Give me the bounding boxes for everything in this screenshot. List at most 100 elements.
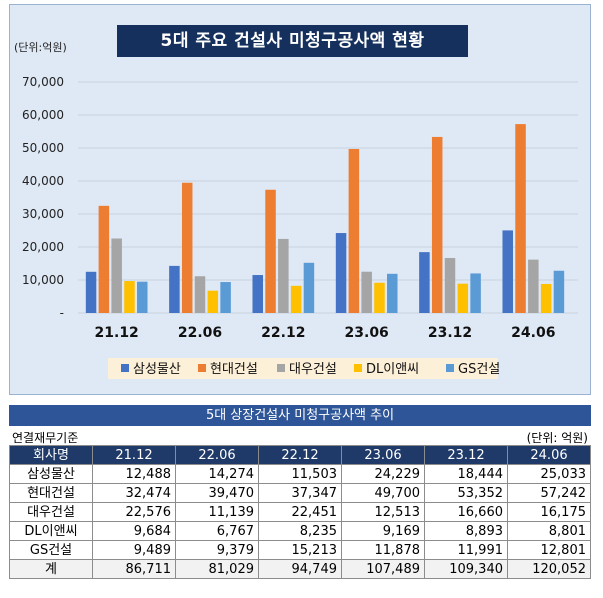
table-cell: 9,379: [175, 540, 259, 560]
table-cell: 14,274: [175, 464, 259, 484]
y-tick-label: -: [60, 306, 64, 320]
table-unit: (단위: 억원): [526, 431, 588, 445]
y-tick-label: 30,000: [22, 207, 64, 221]
table-cell: 86,711: [92, 559, 176, 579]
bar: [303, 262, 315, 313]
company-name: 현대건설: [9, 483, 93, 503]
bar: [528, 259, 539, 313]
legend-label: 대우건설: [289, 362, 337, 377]
table-cell: 8,801: [507, 521, 591, 541]
bar: [374, 282, 385, 313]
table-cell: 11,503: [258, 464, 342, 484]
legend-swatch: [121, 364, 129, 372]
bar: [220, 282, 231, 313]
table-row: 현대건설 32,474 39,470 37,347 49,700 53,352 …: [9, 483, 591, 503]
table-cell: 9,169: [341, 521, 425, 541]
x-tick-label: 23.06: [345, 325, 389, 341]
bar: [470, 273, 481, 313]
table-cell: 18,444: [424, 464, 508, 484]
table-cell: 49,700: [341, 483, 425, 503]
table-cell: 6,767: [175, 521, 259, 541]
header-period: 22.12: [258, 445, 342, 465]
table-cell: 39,470: [175, 483, 259, 503]
bar: [98, 205, 110, 313]
table-cell: 107,489: [341, 559, 425, 579]
company-name: GS건설: [9, 540, 93, 560]
bar: [137, 281, 148, 313]
table-cell: 120,052: [507, 559, 591, 579]
bar: [553, 270, 565, 313]
legend-swatch: [354, 364, 362, 372]
legend-swatch: [277, 364, 285, 372]
header-period: 23.06: [341, 445, 425, 465]
bar: [278, 238, 289, 313]
bar: [265, 189, 276, 313]
company-name: 삼성물산: [9, 464, 93, 484]
bar: [290, 285, 302, 313]
table-cell: 8,893: [424, 521, 508, 541]
table-cell: 8,235: [258, 521, 342, 541]
x-tick-label: 21.12: [95, 325, 139, 341]
bar: [515, 124, 526, 313]
header-period: 24.06: [507, 445, 591, 465]
table-basis: 연결재무기준: [12, 431, 79, 445]
bar: [194, 276, 206, 313]
y-tick-label: 50,000: [22, 141, 64, 155]
table-cell: 15,213: [258, 540, 342, 560]
legend-label: 삼성물산: [133, 362, 181, 377]
table-total-row: 계 86,711 81,029 94,749 107,489 109,340 1…: [9, 559, 591, 579]
bar: [361, 271, 372, 313]
y-tick-label: 60,000: [22, 108, 64, 122]
bar: [207, 290, 219, 313]
table-cell: 25,033: [507, 464, 591, 484]
table-meta: 연결재무기준 (단위: 억원): [9, 426, 591, 445]
chart-unit-label: (단위:억원): [14, 41, 67, 54]
table-cell: 22,451: [258, 502, 342, 522]
company-name: 대우건설: [9, 502, 93, 522]
y-tick-label: 40,000: [22, 174, 64, 188]
x-tick-label: 22.06: [178, 325, 222, 341]
x-tick-label: 22.12: [261, 325, 305, 341]
table-row: 대우건설 22,576 11,139 22,451 12,513 16,660 …: [9, 502, 591, 522]
table-title: 5대 상장건설사 미청구공사액 추이: [9, 405, 591, 426]
table-row: DL이앤씨 9,684 6,767 8,235 9,169 8,893 8,80…: [9, 521, 591, 541]
table-cell: 24,229: [341, 464, 425, 484]
table-cell: 11,878: [341, 540, 425, 560]
table-cell: 12,513: [341, 502, 425, 522]
legend-label: DL이앤씨: [366, 362, 419, 377]
table-cell: 37,347: [258, 483, 342, 503]
company-name: DL이앤씨: [9, 521, 93, 541]
y-tick-label: 20,000: [22, 240, 64, 254]
table-cell: 11,991: [424, 540, 508, 560]
bar: [111, 238, 122, 313]
table-cell: 109,340: [424, 559, 508, 579]
bar: [252, 275, 263, 313]
bar: [124, 281, 135, 313]
table-row: GS건설 9,489 9,379 15,213 11,878 11,991 12…: [9, 540, 591, 560]
table-cell: 22,576: [92, 502, 176, 522]
header-period: 22.06: [175, 445, 259, 465]
legend-label: GS건설: [458, 362, 500, 377]
table-cell: 57,242: [507, 483, 591, 503]
chart-title: 5대 주요 건설사 미청구공사액 현황: [117, 25, 468, 57]
bar: [348, 148, 360, 313]
total-label: 계: [9, 559, 93, 579]
legend-label: 현대건설: [210, 362, 258, 377]
y-tick-label: 10,000: [22, 273, 64, 287]
bar: [419, 252, 430, 313]
table-cell: 12,801: [507, 540, 591, 560]
table-cell: 9,489: [92, 540, 176, 560]
bar: [444, 258, 456, 313]
bar: [181, 182, 193, 313]
header-period: 21.12: [92, 445, 176, 465]
bar: [85, 271, 97, 313]
table-cell: 32,474: [92, 483, 176, 503]
table-header-row: 회사명 21.12 22.06 22.12 23.06 23.12 24.06: [9, 445, 591, 465]
header-period: 23.12: [424, 445, 508, 465]
data-table-section: 5대 상장건설사 미청구공사액 추이 연결재무기준 (단위: 억원) 회사명 2…: [9, 405, 591, 579]
x-tick-label: 23.12: [428, 325, 472, 341]
table-cell: 11,139: [175, 502, 259, 522]
legend-swatch: [198, 364, 206, 372]
x-tick-label: 24.06: [511, 325, 555, 341]
bar: [502, 230, 513, 313]
